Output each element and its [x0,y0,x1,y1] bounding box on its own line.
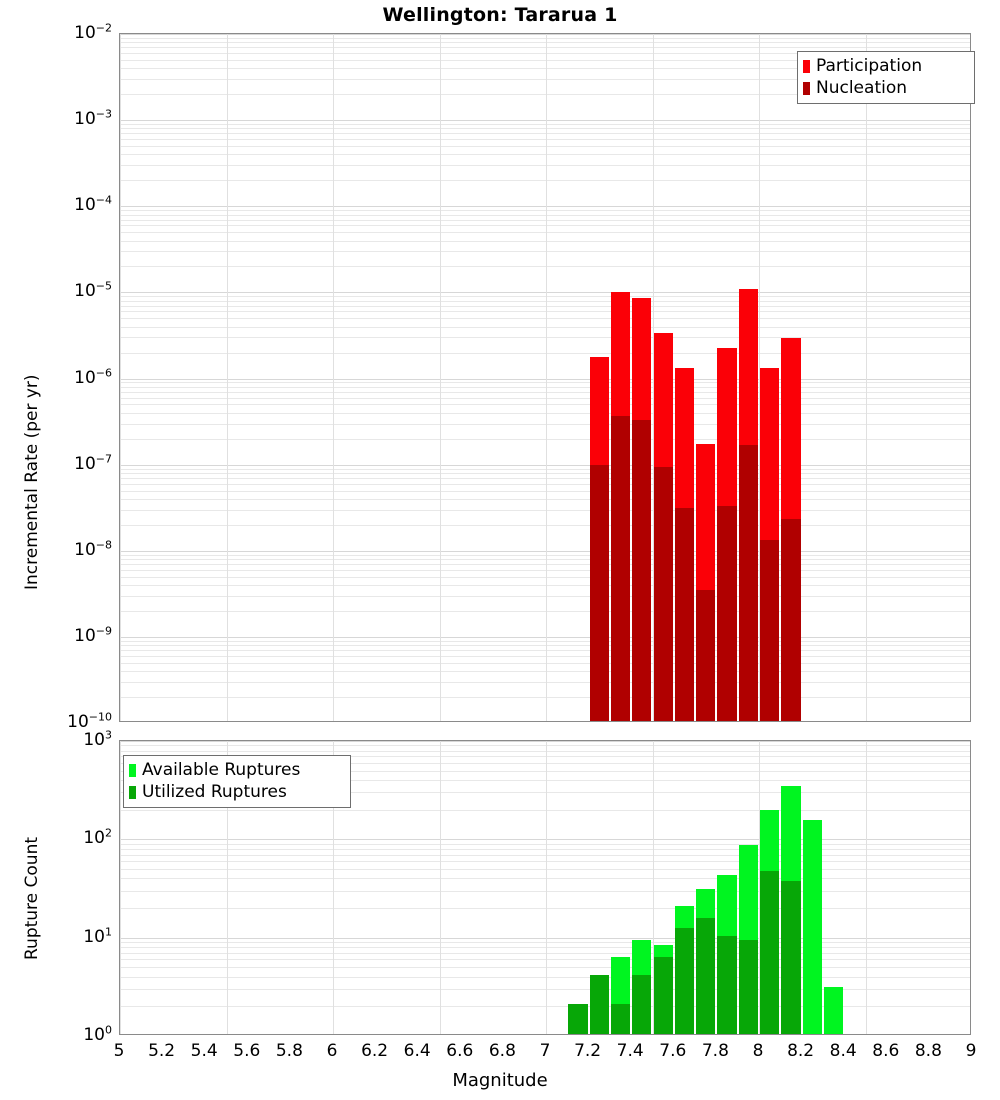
legend-participation[interactable]: Participation [803,55,968,77]
bar-utilized-ruptures [632,975,651,1034]
bar-nucleation [760,540,779,721]
y-tick-label: 10−6 [74,368,112,388]
legend-swatch-icon [129,764,136,777]
legend-label: Available Ruptures [142,762,300,779]
x-tick-label: 8 [753,1041,764,1061]
x-tick-label: 6.4 [404,1041,431,1061]
legend-swatch-icon [803,82,810,95]
x-axis-title: Magnitude [0,1070,1000,1091]
x-tick-label: 7.8 [702,1041,729,1061]
legend-nucleation[interactable]: Nucleation [803,77,968,99]
x-tick-label: 8.8 [915,1041,942,1061]
top-axis-title: Incremental Rate (per yr) [22,374,42,590]
y-tick-label: 10−3 [74,109,112,129]
top-bars [120,34,970,721]
y-tick-label: 100 [83,1025,112,1045]
bar-nucleation [675,508,694,721]
x-tick-label: 8.6 [872,1041,899,1061]
bar-nucleation [611,416,630,721]
legend-label: Nucleation [816,80,907,97]
bar-utilized-ruptures [781,881,800,1034]
bar-utilized-ruptures [654,957,673,1034]
legend-swatch-icon [803,60,810,73]
bar-available-ruptures [803,820,822,1034]
y-tick-label: 10−5 [74,281,112,301]
bottom-legend: Available Ruptures Utilized Ruptures [123,755,351,808]
top-legend: Participation Nucleation [797,51,975,104]
x-tick-label: 6.8 [489,1041,516,1061]
bar-utilized-ruptures [739,940,758,1034]
bar-nucleation [696,590,715,721]
bar-nucleation [717,506,736,721]
y-tick-label: 10−2 [74,23,112,43]
bar-nucleation [781,519,800,721]
x-tick-label: 6 [327,1041,338,1061]
x-tick-label: 6.2 [361,1041,388,1061]
y-tick-label: 10−7 [74,454,112,474]
bar-nucleation [590,465,609,721]
bar-utilized-ruptures [696,918,715,1034]
x-tick-label: 5.4 [191,1041,218,1061]
page-title: Wellington: Tararua 1 [0,4,1000,26]
y-tick-label: 10−4 [74,195,112,215]
y-tick-label: 103 [83,730,112,750]
bar-utilized-ruptures [760,871,779,1035]
x-tick-label: 8.2 [787,1041,814,1061]
x-tick-label: 7.6 [659,1041,686,1061]
x-tick-label: 8.4 [830,1041,857,1061]
bottom-axis-title: Rupture Count [22,837,42,960]
bar-utilized-ruptures [568,1004,587,1034]
bar-utilized-ruptures [675,928,694,1034]
bar-nucleation [654,467,673,721]
x-tick-label: 6.6 [446,1041,473,1061]
legend-label: Participation [816,58,922,75]
bar-nucleation [632,420,651,721]
x-tick-label: 9 [966,1041,977,1061]
x-tick-label: 5.8 [276,1041,303,1061]
x-tick-label: 5.2 [148,1041,175,1061]
x-tick-label: 7 [540,1041,551,1061]
x-tick-label: 7.4 [617,1041,644,1061]
bar-available-ruptures [824,987,843,1034]
legend-utilized-ruptures[interactable]: Utilized Ruptures [129,781,344,803]
y-tick-label: 102 [83,828,112,848]
bar-nucleation [739,445,758,721]
bar-utilized-ruptures [590,975,609,1034]
y-tick-label: 101 [83,927,112,947]
bar-utilized-ruptures [611,1004,630,1034]
incremental-rate-plot [119,33,971,722]
figure: Wellington: Tararua 1 10−2 10−3 10−4 10−5 10… [0,0,1000,1100]
legend-label: Utilized Ruptures [142,784,287,801]
x-tick-label: 5.6 [233,1041,260,1061]
bar-utilized-ruptures [717,936,736,1034]
legend-available-ruptures[interactable]: Available Ruptures [129,759,344,781]
x-tick-label: 7.2 [574,1041,601,1061]
x-tick-label: 5 [114,1041,125,1061]
y-tick-label: 10−8 [74,540,112,560]
legend-swatch-icon [129,786,136,799]
y-tick-label: 10−9 [74,626,112,646]
